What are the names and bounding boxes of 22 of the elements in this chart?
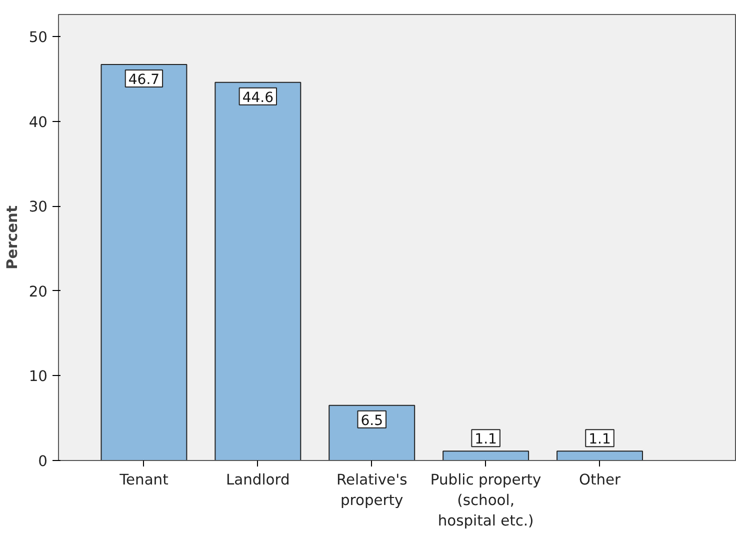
- data-label: 46.7: [128, 72, 160, 88]
- y-tick-label: 20: [28, 283, 48, 300]
- x-tick-label: Tenant: [118, 472, 169, 488]
- bar: [328, 404, 416, 460]
- bar: [556, 450, 643, 460]
- data-label: 1.1: [474, 432, 497, 448]
- bar: [442, 450, 530, 460]
- y-tick-label: 50: [28, 29, 48, 46]
- x-tick-label: Relative's property: [336, 472, 408, 509]
- x-tick-label: Other: [578, 472, 622, 488]
- data-label: 44.6: [242, 90, 274, 106]
- y-tick-label: 10: [28, 368, 48, 386]
- y-tick-label: 40: [28, 114, 48, 131]
- y-tick-label: 30: [28, 198, 48, 216]
- y-axis-title: Percent: [4, 206, 21, 270]
- y-tick-label: 0: [38, 453, 48, 470]
- x-tick-label: Landlord: [226, 472, 290, 488]
- bar: [214, 82, 302, 460]
- data-label: 6.5: [360, 412, 383, 429]
- x-tick-label: Public property (school, hospital etc.): [430, 472, 542, 530]
- data-label: 1.1: [588, 432, 611, 448]
- bar: [100, 64, 188, 460]
